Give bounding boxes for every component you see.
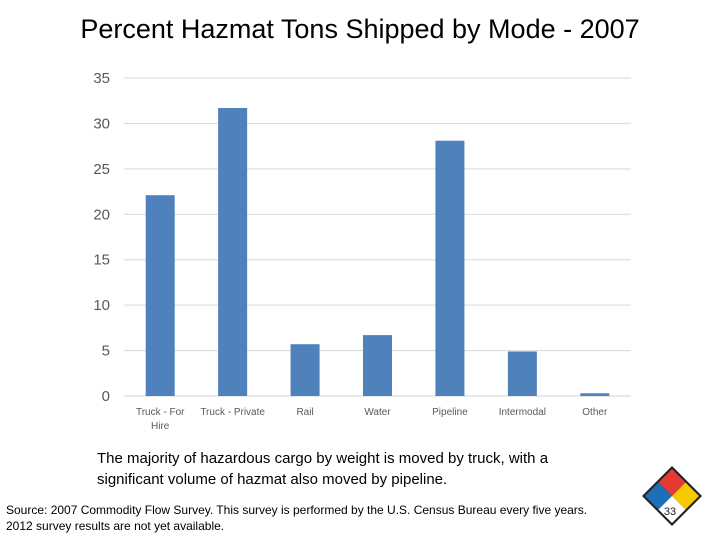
bar-water — [363, 335, 392, 396]
y-tick-label: 35 — [93, 70, 110, 87]
x-tick-label: Pipeline — [432, 407, 468, 418]
y-tick-label: 10 — [93, 297, 110, 314]
y-tick-label: 0 — [102, 388, 110, 405]
hazmat-white-quadrant — [658, 496, 686, 523]
bar-truck-for-hire — [145, 195, 175, 396]
bar-pipeline — [435, 140, 465, 396]
x-tick-label: Water — [364, 407, 391, 418]
slide-title: Percent Hazmat Tons Shipped by Mode - 20… — [80, 14, 640, 44]
y-tick-label: 20 — [93, 206, 110, 223]
bar-rail — [290, 344, 320, 396]
source-line-2: 2012 survey results are not yet availabl… — [6, 519, 225, 533]
x-tick-label: Rail — [296, 407, 313, 418]
y-tick-label: 30 — [93, 115, 110, 132]
y-axis-ticks: 0 5 10 15 20 25 30 35 — [93, 70, 110, 405]
source-line-1: Source: 2007 Commodity Flow Survey. This… — [6, 503, 588, 517]
y-tick-label: 15 — [93, 252, 110, 269]
page-number: 33 — [663, 506, 677, 518]
x-tick-label: Truck - Private — [200, 407, 265, 418]
source-note: Source: 2007 Commodity Flow Survey. This… — [6, 502, 636, 534]
y-tick-label: 25 — [93, 161, 110, 178]
bar-truck-private — [218, 107, 248, 397]
y-tick-label: 5 — [102, 343, 110, 360]
x-axis-ticks: Truck - For Hire Truck - Private Rail Water P… — [136, 407, 608, 432]
x-tick-label: Other — [582, 407, 608, 418]
bar-other — [580, 393, 610, 396]
x-tick-label: Intermodal — [499, 407, 546, 418]
bars — [145, 107, 610, 397]
chart-caption: The majority of hazardous cargo by weigh… — [97, 450, 549, 488]
x-tick-label: Truck - For Hire — [136, 407, 185, 432]
hazmat-diamond-logo — [642, 466, 702, 526]
bar-intermodal — [507, 351, 537, 396]
